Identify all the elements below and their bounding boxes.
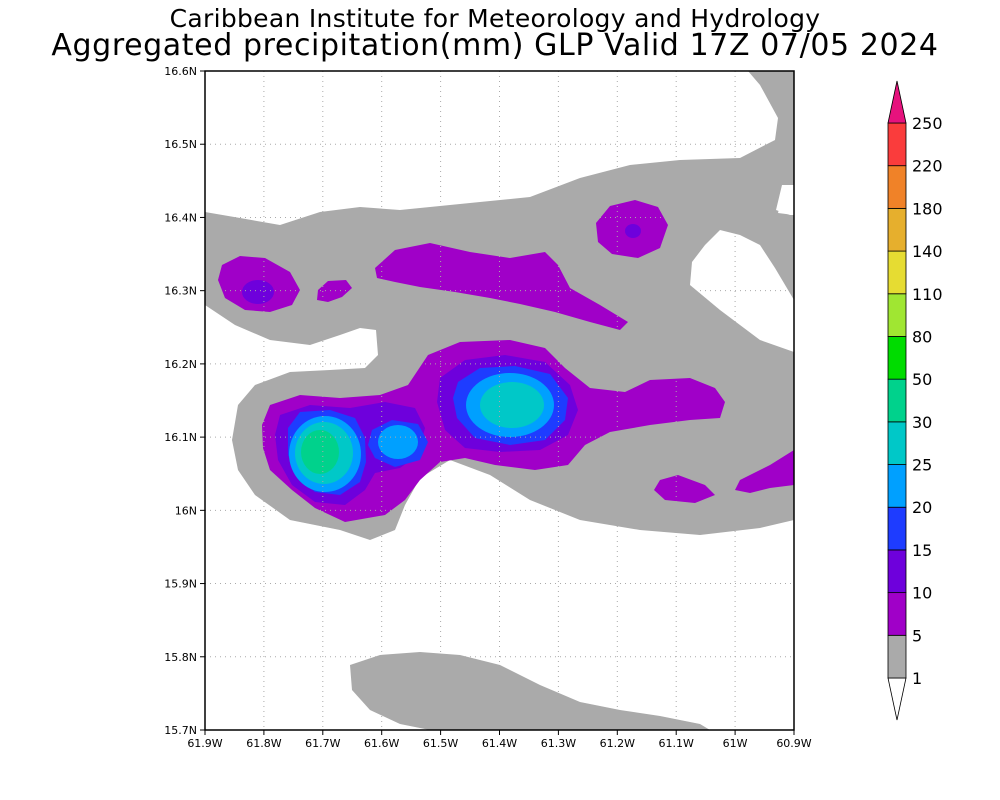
x-tick-label: 61.4W — [482, 737, 517, 750]
colorbar-label: 5 — [912, 626, 922, 645]
product-title: Aggregated precipitation(mm) GLP Valid 1… — [51, 28, 939, 63]
colorbar-box — [887, 506, 907, 551]
cyan-east — [480, 382, 544, 428]
colorbar-label: 180 — [912, 199, 943, 218]
y-tick-label: 16N — [175, 504, 197, 517]
y-tick-label: 15.7N — [164, 724, 197, 737]
colorbar-box — [887, 592, 907, 636]
colorbar-label: 10 — [912, 584, 932, 603]
precip-30mm-areas — [301, 430, 339, 474]
violet-dot-northeast — [625, 224, 641, 238]
y-tick-label: 16.4N — [164, 211, 197, 224]
precip-clear-areas — [778, 202, 794, 215]
x-tick-label: 61.1W — [659, 737, 694, 750]
y-tick-label: 16.1N — [164, 431, 197, 444]
x-tick-label: 61.7W — [305, 737, 340, 750]
institute-title: Caribbean Institute for Meteorology and … — [169, 4, 821, 33]
y-axis: 16.6N 16.5N 16.4N 16.3N 16.2N 16.1N 16N 15.9N 15… — [164, 65, 205, 737]
y-tick-label: 16.6N — [164, 65, 197, 78]
x-tick-label: 61.9W — [187, 737, 222, 750]
x-tick-label: 61.3W — [541, 737, 576, 750]
violet-dot-west — [242, 280, 274, 304]
colorbar-box — [887, 165, 907, 209]
y-tick-label: 16.3N — [164, 285, 197, 298]
colorbar-label: 250 — [912, 114, 943, 133]
colorbar-label: 1 — [912, 669, 922, 688]
precipitation-field — [205, 71, 794, 730]
colorbar-box — [887, 336, 907, 380]
colorbar-box — [887, 549, 907, 594]
colorbar-box — [887, 378, 907, 423]
purple-east-edge — [735, 450, 794, 493]
y-tick-label: 16.5N — [164, 138, 197, 151]
x-tick-label: 61.6W — [364, 737, 399, 750]
colorbar-label: 110 — [912, 285, 943, 304]
purple-band-north — [375, 243, 628, 330]
gray-band-south — [350, 652, 710, 730]
colorbar-label: 20 — [912, 498, 932, 517]
x-tick-label: 61.8W — [246, 737, 281, 750]
colorbar-label: 25 — [912, 456, 932, 475]
x-tick-label: 61.5W — [423, 737, 458, 750]
colorbar-label: 220 — [912, 157, 943, 176]
green-west — [301, 430, 339, 474]
purple-small-west — [317, 280, 352, 302]
colorbar-box — [887, 122, 907, 167]
colorbar-label: 30 — [912, 413, 932, 432]
y-tick-label: 15.9N — [164, 578, 197, 591]
colorbar-lower-triangle — [887, 677, 907, 721]
colorbar-box — [887, 293, 907, 337]
x-tick-label: 61W — [723, 737, 748, 750]
colorbar-label: 80 — [912, 327, 932, 346]
map-grid — [205, 71, 794, 730]
x-tick-label: 61.2W — [600, 737, 635, 750]
y-tick-label: 16.2N — [164, 358, 197, 371]
purple-small-east — [654, 475, 715, 503]
colorbar-label: 50 — [912, 370, 932, 389]
colorbar-box — [887, 464, 907, 508]
colorbar-box — [887, 634, 907, 679]
colorbar-box — [887, 207, 907, 252]
x-axis: 61.9W 61.8W 61.7W 61.6W 61.5W 61.4W 61.3W 61.2W… — [187, 730, 812, 750]
colorbar-box — [887, 250, 907, 295]
colorbar-boxes — [887, 80, 907, 721]
colorbar-label: 15 — [912, 541, 932, 560]
y-tick-label: 15.8N — [164, 651, 197, 664]
colorbar-box — [887, 421, 907, 465]
lightblue-mid — [378, 425, 418, 459]
clear-spot-east — [778, 202, 794, 215]
x-tick-label: 60.9W — [776, 737, 811, 750]
colorbar-upper-triangle — [887, 80, 907, 124]
colorbar-label: 140 — [912, 242, 943, 261]
